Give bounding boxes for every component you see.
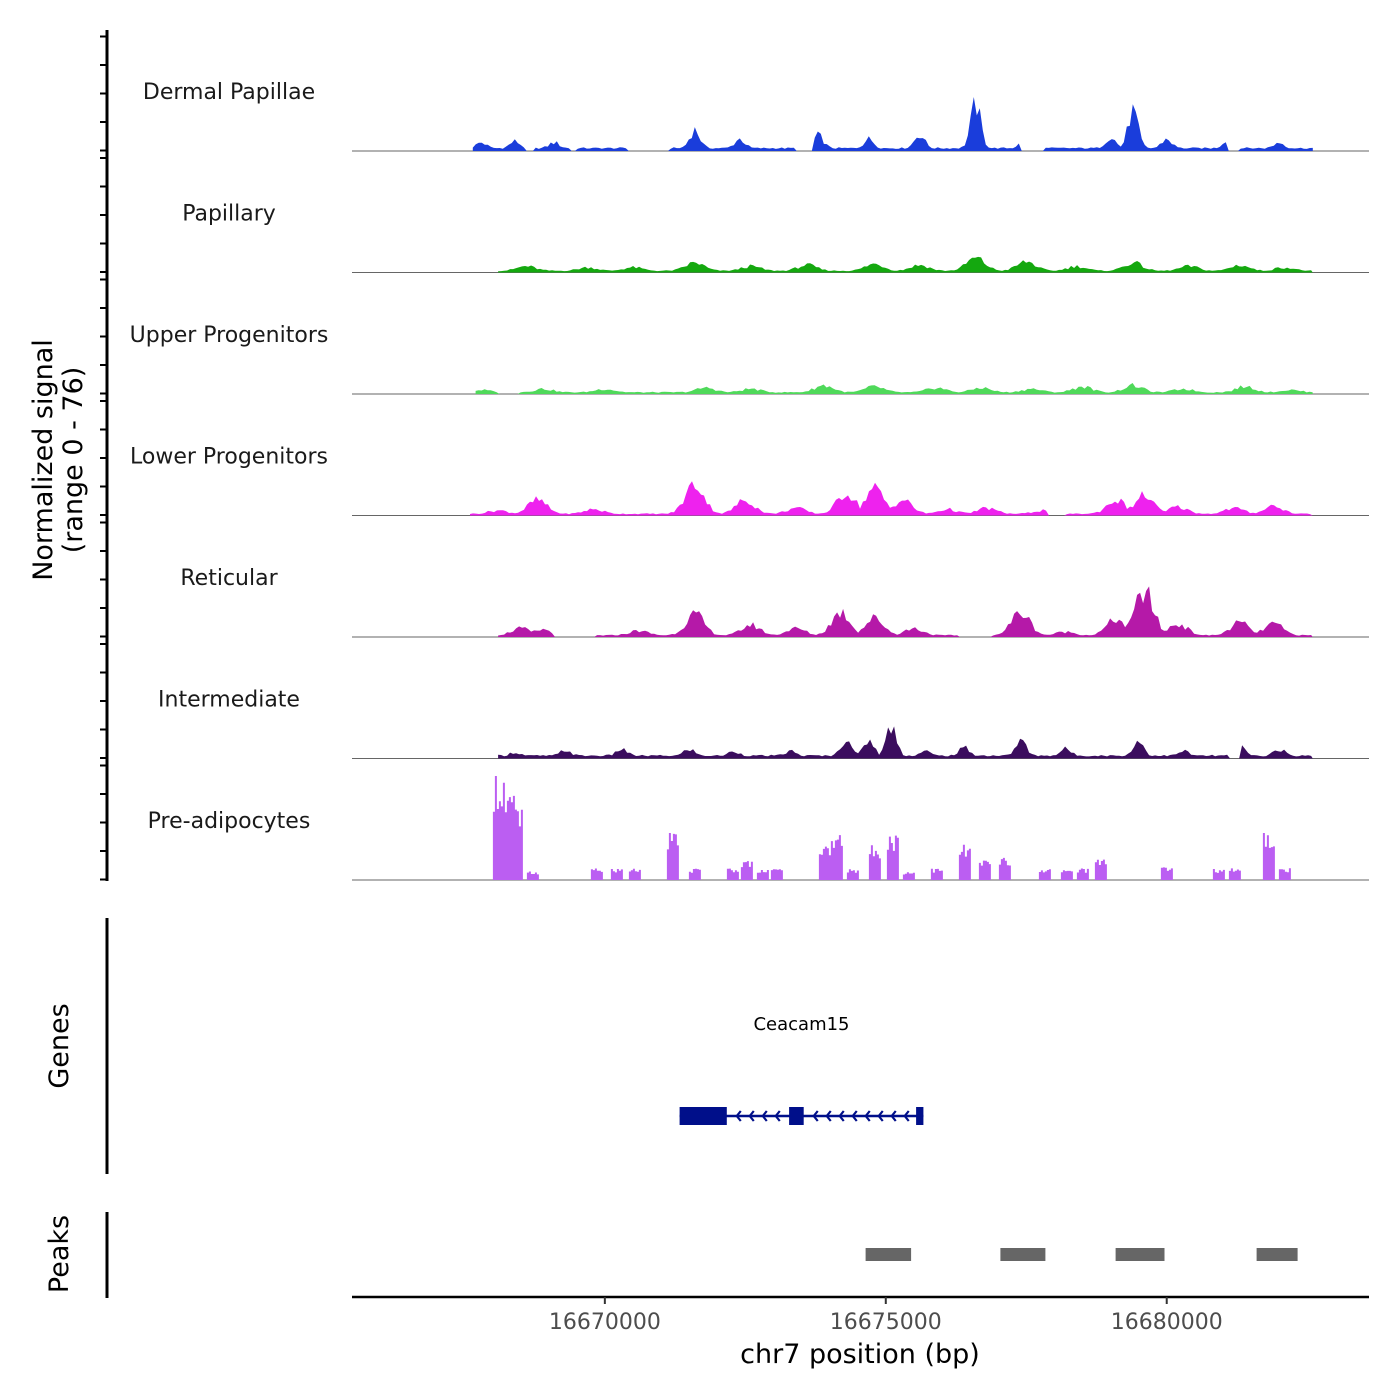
peak-region xyxy=(1256,1248,1298,1261)
x-axis-title: chr7 position (bp) xyxy=(740,1339,980,1370)
strand-arrow xyxy=(735,1110,742,1122)
coverage-area-6 xyxy=(498,726,1313,759)
coverage-area-3 xyxy=(475,383,1313,394)
gene-exon xyxy=(789,1107,804,1125)
coverage-tracks: Dermal Papillae Papillary Upper Progenitor… xyxy=(130,80,1369,881)
peak-region xyxy=(1000,1248,1046,1261)
strand-arrow xyxy=(903,1110,910,1122)
coverage-area-4 xyxy=(470,481,1313,516)
strand-arrow xyxy=(774,1110,781,1122)
strand-arrow xyxy=(838,1110,845,1122)
track-label: Lower Progenitors xyxy=(130,445,328,470)
strand-arrow xyxy=(812,1110,819,1122)
x-axis-ticks: 16670000 16675000 16680000 xyxy=(549,1297,1223,1335)
gene-exon xyxy=(679,1107,727,1125)
gene-exon xyxy=(916,1107,924,1125)
strand-arrow xyxy=(825,1110,832,1122)
peaks-panel-title: Peaks xyxy=(44,1215,75,1293)
x-tick-label: 16670000 xyxy=(549,1310,661,1335)
genes-panel-title: Genes xyxy=(44,1003,75,1088)
y-axis-range-label: (range 0 - 76) xyxy=(58,367,89,554)
y-axis-title: Normalized signal xyxy=(28,339,59,581)
track-label: Pre-adipocytes xyxy=(148,809,311,834)
peak-regions xyxy=(865,1248,1298,1261)
strand-arrow xyxy=(890,1110,897,1122)
strand-arrow xyxy=(748,1110,755,1122)
x-tick-label: 16675000 xyxy=(830,1310,942,1335)
coverage-area-1 xyxy=(472,97,1313,151)
strand-arrow xyxy=(851,1110,858,1122)
strand-arrow xyxy=(761,1110,768,1122)
strand-arrow xyxy=(877,1110,884,1122)
track-label: Dermal Papillae xyxy=(143,80,315,105)
track-label: Reticular xyxy=(180,566,278,591)
coverage-area-5 xyxy=(498,586,1313,637)
coverage-area-2 xyxy=(498,256,1313,273)
peak-region xyxy=(1115,1248,1165,1261)
x-tick-label: 16680000 xyxy=(1111,1310,1223,1335)
track-label: Papillary xyxy=(182,202,276,227)
coverage-y-axis xyxy=(100,30,109,881)
gene-name-label: Ceacam15 xyxy=(753,1014,849,1035)
track-label: Intermediate xyxy=(158,688,300,713)
peak-region xyxy=(865,1248,912,1261)
track-label: Upper Progenitors xyxy=(130,323,329,348)
gene-models: Ceacam15 xyxy=(679,1014,924,1125)
strand-arrow xyxy=(864,1110,871,1122)
